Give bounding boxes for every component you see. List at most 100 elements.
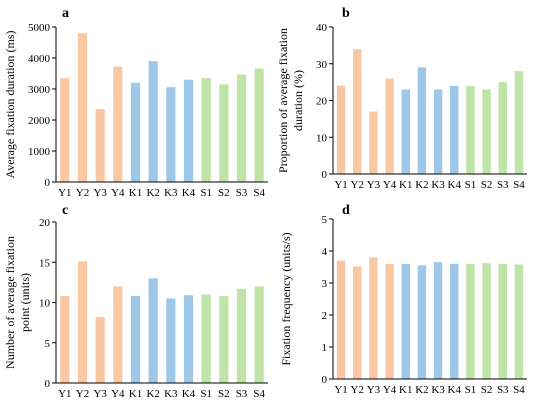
- bar-S1: [466, 85, 475, 174]
- y-tick-label: 3000: [28, 84, 51, 96]
- y-tick-label: 0: [45, 378, 51, 390]
- bar-S4: [254, 286, 264, 383]
- bar-K4: [183, 295, 194, 383]
- x-tick-label: Y3: [367, 384, 381, 396]
- x-tick-label: S2: [218, 388, 230, 400]
- x-tick-label: S3: [497, 384, 509, 396]
- x-tick-label: K1: [399, 179, 412, 191]
- bar-Y3: [95, 109, 105, 182]
- y-tick-label: 0: [322, 374, 328, 386]
- y-tick-label: 30: [316, 59, 328, 71]
- panel-b: b Y1 Y2 Y3 Y4 K1 K2 K3 K4 S1 S2 S3 S4 0 10 20 30 40 Propor…: [276, 6, 527, 191]
- x-tick-label: Y4: [111, 187, 125, 199]
- y-tick-label: 15: [39, 257, 51, 269]
- y-tick-label: 5000: [28, 22, 51, 34]
- y-tick-label: 20: [39, 217, 51, 229]
- x-tick-label: S4: [513, 384, 525, 396]
- bar-K4: [183, 79, 194, 182]
- bar-S3: [236, 74, 247, 182]
- bar-K1: [130, 296, 141, 383]
- x-tick-label: S4: [253, 388, 265, 400]
- x-tick-label: S1: [200, 388, 212, 400]
- bar-Y2: [353, 49, 362, 174]
- y-axis-title: Average fixation duration (ms): [3, 30, 17, 178]
- bar-S3: [236, 288, 247, 383]
- bar-Y1: [336, 260, 346, 379]
- x-tick-label: K4: [182, 187, 196, 199]
- panel-letter: d: [342, 203, 350, 218]
- x-tick-label: K1: [399, 384, 412, 396]
- y-tick-label: 20: [316, 96, 328, 108]
- x-tick-label: K2: [146, 187, 159, 199]
- x-tick-label: Y4: [111, 388, 125, 400]
- bar-S1: [466, 263, 475, 379]
- x-tick-label: K3: [164, 388, 178, 400]
- bar-K1: [401, 263, 410, 379]
- y-axis-title: Fixation frequency (units/s): [279, 232, 293, 365]
- bar-S4: [514, 71, 524, 174]
- bar-K1: [130, 82, 141, 182]
- x-tick-label: K2: [415, 384, 428, 396]
- x-tick-label: Y1: [334, 384, 347, 396]
- panel-letter: b: [342, 6, 350, 21]
- x-tick-label: K1: [129, 187, 142, 199]
- y-tick-label: 4: [322, 246, 328, 258]
- y-tick-label: 1: [322, 342, 328, 354]
- y-axis-title-line: Proportion of average fixation: [276, 28, 290, 173]
- x-tick-label: S3: [236, 388, 248, 400]
- y-tick-label: 2: [322, 310, 328, 322]
- y-tick-label: 10: [316, 132, 328, 144]
- x-tick-label: K2: [415, 179, 428, 191]
- x-tick-label: Y2: [351, 179, 364, 191]
- x-tick-label: Y4: [383, 384, 397, 396]
- bar-S4: [254, 68, 264, 182]
- panel-d: d Y1 Y2 Y3 Y4 K1 K2 K3 K4 S1 S2 S3 S4 0 1 2 3 4 5 Fixation …: [279, 203, 527, 396]
- x-tick-label: Y4: [383, 179, 397, 191]
- y-tick-label: 5: [322, 214, 328, 226]
- bar-S3: [498, 263, 507, 379]
- x-tick-label: K3: [164, 187, 178, 199]
- x-tick-label: Y2: [351, 384, 364, 396]
- x-tick-label: K3: [431, 384, 445, 396]
- bar-Y1: [60, 296, 70, 383]
- bar-K1: [401, 89, 410, 174]
- y-axis-title: Number of average fixationpoint (units): [3, 236, 32, 369]
- y-tick-label: 5: [45, 338, 51, 350]
- x-tick-label: S1: [465, 179, 477, 191]
- y-tick-label: 10: [39, 298, 51, 310]
- bar-K2: [148, 61, 158, 182]
- x-tick-label: K2: [146, 388, 159, 400]
- x-tick-label: Y3: [93, 187, 107, 199]
- bar-K3: [433, 89, 443, 174]
- x-tick-label: S2: [481, 384, 493, 396]
- y-axis-title-line: Average fixation duration (ms): [3, 30, 17, 178]
- bar-S2: [482, 89, 491, 174]
- bar-K4: [450, 263, 459, 379]
- x-tick-label: S2: [218, 187, 230, 199]
- bar-Y4: [385, 78, 394, 174]
- bar-S2: [219, 296, 229, 383]
- bar-K3: [433, 262, 443, 379]
- bar-Y4: [385, 263, 394, 379]
- bar-Y1: [60, 78, 70, 182]
- bar-Y2: [353, 266, 362, 379]
- bar-Y1: [336, 85, 346, 174]
- bar-Y2: [77, 33, 88, 183]
- x-tick-label: K3: [431, 179, 445, 191]
- y-tick-label: 3: [322, 278, 328, 290]
- bar-Y4: [113, 286, 123, 383]
- y-tick-label: 40: [316, 22, 328, 34]
- x-tick-label: S4: [513, 179, 525, 191]
- x-tick-label: K1: [129, 388, 142, 400]
- bar-K2: [417, 265, 427, 379]
- panel-a: a Y1 Y2 Y3 Y4 K1 K2 K3 K4 S1 S2 S3 S4 0 1000 2000 3000 40…: [3, 6, 268, 199]
- panel-c: c Y1 Y2 Y3 Y4 K1 K2 K3 K4 S1 S2 S3 S4 0 5 10 15 20 Number …: [3, 203, 268, 400]
- x-tick-label: Y2: [76, 187, 89, 199]
- bar-Y3: [369, 257, 378, 379]
- bar-K3: [166, 87, 176, 182]
- y-axis-title-line: Number of average fixation: [3, 236, 17, 369]
- x-tick-label: Y3: [93, 388, 107, 400]
- y-axis-title-line: point (units): [18, 273, 32, 332]
- bar-Y4: [113, 66, 123, 182]
